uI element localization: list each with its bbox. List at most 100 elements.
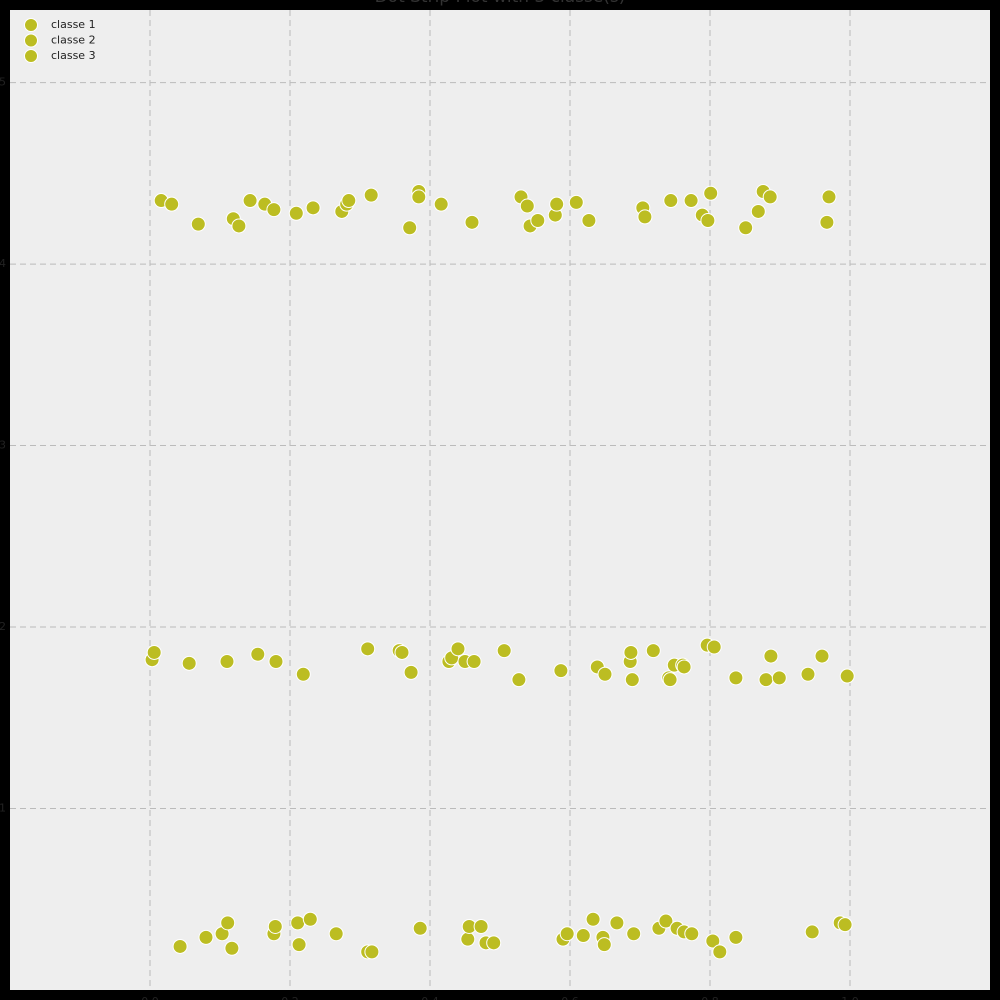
dot bbox=[637, 209, 653, 225]
dot bbox=[242, 193, 258, 209]
dot bbox=[703, 185, 719, 201]
dot bbox=[341, 193, 357, 209]
dot bbox=[762, 189, 778, 205]
dot bbox=[364, 944, 380, 960]
dot bbox=[519, 198, 535, 214]
dot bbox=[553, 663, 569, 679]
dot bbox=[224, 940, 240, 956]
dot bbox=[290, 915, 306, 931]
dot bbox=[496, 643, 512, 659]
x-tick-label: 0.4 bbox=[421, 995, 439, 1000]
dot bbox=[266, 202, 282, 218]
x-tick-label: 1.0 bbox=[841, 995, 859, 1000]
dot bbox=[585, 911, 601, 927]
dot bbox=[302, 911, 318, 927]
dot bbox=[466, 654, 482, 670]
dot bbox=[267, 918, 283, 934]
dot bbox=[712, 944, 728, 960]
dot bbox=[433, 196, 449, 212]
dot bbox=[486, 935, 502, 951]
dot bbox=[750, 203, 766, 219]
dot bbox=[403, 664, 419, 680]
dot bbox=[464, 214, 480, 230]
dot bbox=[821, 189, 837, 205]
dot bbox=[268, 654, 284, 670]
dot bbox=[705, 933, 721, 949]
chart-title: Dot Strip Plot with 3 classe(s) bbox=[375, 0, 626, 7]
dot bbox=[800, 666, 816, 682]
dot bbox=[804, 924, 820, 940]
dot bbox=[738, 220, 754, 236]
dot bbox=[581, 213, 597, 229]
x-tick-label: 0.6 bbox=[561, 995, 579, 1000]
y-tick-label: 3 bbox=[0, 439, 6, 452]
dot bbox=[146, 644, 162, 660]
dot bbox=[662, 672, 678, 688]
dot bbox=[164, 196, 180, 212]
dot bbox=[231, 218, 247, 234]
legend-marker bbox=[24, 33, 38, 48]
dot bbox=[728, 670, 744, 686]
dot bbox=[360, 641, 376, 657]
dot bbox=[609, 915, 625, 931]
dot bbox=[763, 648, 779, 664]
dot bbox=[402, 220, 418, 236]
dot bbox=[363, 187, 379, 203]
dot bbox=[658, 913, 674, 929]
dot bbox=[190, 216, 206, 232]
dot bbox=[511, 672, 527, 688]
dot bbox=[219, 654, 235, 670]
dot bbox=[394, 644, 410, 660]
dot bbox=[250, 646, 266, 662]
dot bbox=[700, 213, 716, 229]
y-tick-label: 2 bbox=[0, 620, 6, 633]
dot bbox=[473, 918, 489, 934]
dot bbox=[623, 644, 639, 660]
legend-label: classe 2 bbox=[51, 34, 96, 47]
x-tick-label: 0.8 bbox=[701, 995, 719, 1000]
x-tick-label: 0.0 bbox=[141, 995, 159, 1000]
dot bbox=[771, 670, 787, 686]
dot bbox=[220, 915, 236, 931]
dot bbox=[676, 659, 692, 675]
dot bbox=[819, 214, 835, 230]
dot bbox=[305, 200, 321, 216]
y-tick-label: 4 bbox=[0, 257, 6, 270]
dot bbox=[412, 920, 428, 936]
dot bbox=[549, 196, 565, 212]
dot bbox=[411, 189, 427, 205]
dot bbox=[450, 641, 466, 657]
dot bbox=[597, 666, 613, 682]
dot bbox=[288, 205, 304, 221]
dot bbox=[728, 929, 744, 945]
dot bbox=[568, 194, 584, 210]
dot bbox=[291, 937, 307, 953]
dot bbox=[626, 926, 642, 942]
plot-area bbox=[10, 10, 990, 990]
dot bbox=[706, 639, 722, 655]
dot bbox=[181, 655, 197, 671]
dot bbox=[575, 928, 591, 944]
dot bbox=[530, 213, 546, 229]
dot bbox=[837, 917, 853, 933]
y-tick-label: 5 bbox=[0, 76, 6, 89]
dot bbox=[596, 937, 612, 953]
dot bbox=[663, 193, 679, 209]
dot bbox=[839, 668, 855, 684]
dot bbox=[624, 672, 640, 688]
dot bbox=[172, 938, 188, 954]
x-tick-label: 0.2 bbox=[281, 995, 299, 1000]
dot bbox=[814, 648, 830, 664]
dot bbox=[758, 672, 774, 688]
dot bbox=[295, 666, 311, 682]
legend-label: classe 1 bbox=[51, 18, 96, 31]
dot bbox=[645, 643, 661, 659]
legend-marker bbox=[24, 49, 38, 63]
legend-label: classe 3 bbox=[51, 49, 96, 62]
dot bbox=[559, 926, 575, 942]
dot bbox=[683, 193, 699, 209]
dot bbox=[328, 926, 344, 942]
dot bbox=[198, 929, 214, 945]
